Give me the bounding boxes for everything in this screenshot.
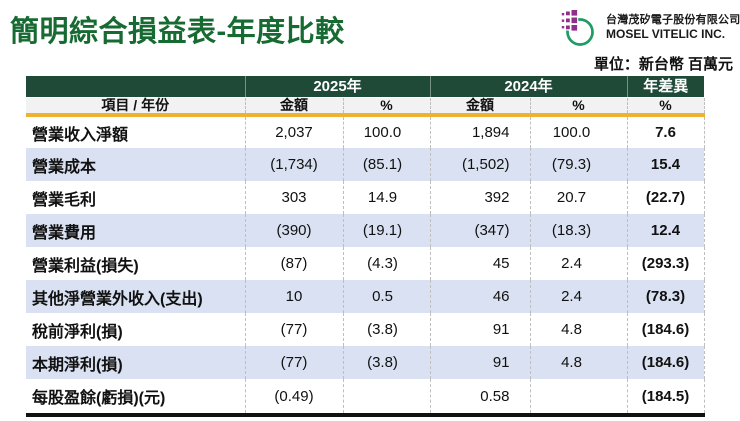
cell-pct2025: 100.0 [342,115,430,148]
cell-diff: (184.6) [626,346,705,379]
cell-diff: 12.4 [626,214,705,247]
sub-header-item: 項目 / 年份 [26,97,245,117]
cell-amt2025: 303 [244,181,343,214]
cell-pct2025: 14.9 [342,181,430,214]
year-group-header-row: 2025年 2024年 年差異 [26,76,704,98]
cell-amt2025: 2,037 [244,115,343,148]
cell-amt2025: 10 [244,280,343,313]
cell-pct2025: 0.5 [342,280,430,313]
cell-amt2025: (77) [244,313,343,346]
sub-header-pct-diff: % [626,97,705,117]
cell-item: 稅前淨利(損) [26,313,245,346]
company-name-en: MOSEL VITELIC INC. [606,27,726,41]
cell-amt2025: (77) [244,346,343,379]
cell-pct2024: 20.7 [529,181,627,214]
cell-amt2024: (1,502) [429,148,530,181]
company-name-zh: 台灣茂矽電子股份有限公司 [606,14,740,26]
cell-diff: 7.6 [626,115,705,148]
cell-pct2024 [529,379,627,417]
table-row: 每股盈餘(虧損)(元) (0.49) 0.58 (184.5) [26,379,705,417]
cell-diff: (184.5) [626,379,705,417]
cell-pct2025: (3.8) [342,313,430,346]
group-header-year-diff: 年差異 [626,76,704,98]
cell-amt2024: (347) [429,214,530,247]
cell-diff: (293.3) [626,247,705,280]
table-row: 稅前淨利(損) (77) (3.8) 91 4.8 (184.6) [26,313,705,346]
cell-diff: (78.3) [626,280,705,313]
cell-amt2024: 45 [429,247,530,280]
cell-diff: (22.7) [626,181,705,214]
sub-header-row: 項目 / 年份 金額 % 金額 % % [26,97,705,117]
cell-amt2024: 392 [429,181,530,214]
page-title: 簡明綜合損益表-年度比較 [10,16,345,48]
cell-pct2025: (85.1) [342,148,430,181]
cell-amt2024: 91 [429,346,530,379]
cell-amt2024: 0.58 [429,379,530,417]
cell-amt2025: (1,734) [244,148,343,181]
cell-pct2024: 100.0 [529,115,627,148]
table-row: 其他淨營業外收入(支出) 10 0.5 46 2.4 (78.3) [26,280,705,313]
cell-pct2024: 4.8 [529,313,627,346]
company-brand-block: 台灣茂矽電子股份有限公司 MOSEL VITELIC INC. 單位：新台幣 百… [559,6,740,74]
cell-amt2024: 1,894 [429,115,530,148]
cell-pct2024: (79.3) [529,148,627,181]
cell-pct2025: (4.3) [342,247,430,280]
cell-amt2024: 91 [429,313,530,346]
cell-pct2025 [342,379,430,417]
currency-unit-label: 單位：新台幣 百萬元 [593,56,733,73]
group-header-2025: 2025年 [244,76,430,98]
group-header-2024: 2024年 [429,76,627,98]
cell-amt2025: (390) [244,214,343,247]
sub-header-pct-2024: % [529,97,627,117]
cell-item: 其他淨營業外收入(支出) [26,280,245,313]
cell-pct2024: (18.3) [529,214,627,247]
cell-pct2024: 2.4 [529,280,627,313]
group-header-blank [26,76,245,98]
sub-header-amount-2025: 金額 [244,97,343,117]
cell-item: 營業費用 [26,214,245,247]
table-row: 營業毛利 303 14.9 392 20.7 (22.7) [26,181,705,214]
cell-pct2025: (19.1) [342,214,430,247]
mosel-vitelic-logo-icon [561,10,594,46]
cell-pct2024: 4.8 [529,346,627,379]
table-row: 營業收入淨額 2,037 100.0 1,894 100.0 7.6 [26,115,705,148]
table-row: 營業利益(損失) (87) (4.3) 45 2.4 (293.3) [26,247,705,280]
cell-item: 營業成本 [26,148,245,181]
cell-pct2025: (3.8) [342,346,430,379]
table-row: 營業費用 (390) (19.1) (347) (18.3) 12.4 [26,214,705,247]
cell-item: 營業利益(損失) [26,247,245,280]
table-row: 營業成本 (1,734) (85.1) (1,502) (79.3) 15.4 [26,148,705,181]
cell-item: 營業收入淨額 [26,115,245,148]
sub-header-pct-2025: % [342,97,430,117]
cell-diff: (184.6) [626,313,705,346]
income-statement-table: 2025年 2024年 年差異 項目 / 年份 金額 % 金額 % % 營業收入… [26,76,705,417]
cell-item: 每股盈餘(虧損)(元) [26,379,245,417]
cell-item: 營業毛利 [26,181,245,214]
sub-header-amount-2024: 金額 [429,97,530,117]
cell-amt2025: (0.49) [244,379,343,417]
cell-amt2024: 46 [429,280,530,313]
table-row: 本期淨利(損) (77) (3.8) 91 4.8 (184.6) [26,346,705,379]
cell-diff: 15.4 [626,148,705,181]
cell-item: 本期淨利(損) [26,346,245,379]
cell-amt2025: (87) [244,247,343,280]
cell-pct2024: 2.4 [529,247,627,280]
